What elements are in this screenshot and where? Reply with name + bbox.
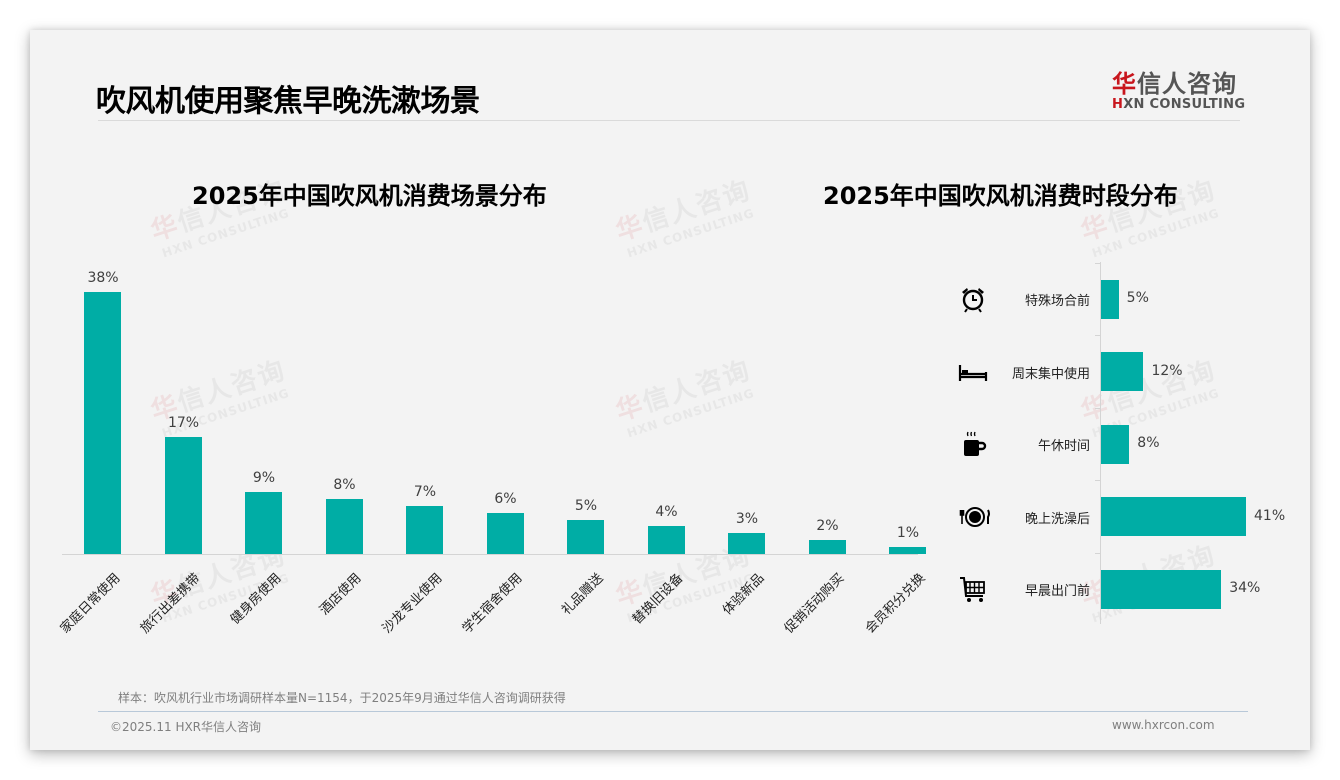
bar	[1101, 352, 1144, 391]
right-chart-title: 2025年中国吹风机消费时段分布	[823, 182, 1178, 210]
bar-value-label: 2%	[816, 518, 839, 535]
x-axis-line	[62, 554, 918, 555]
footer-divider	[98, 711, 1248, 712]
bar	[325, 498, 363, 554]
x-tick-label: 沙龙专业使用	[379, 570, 446, 637]
bar-value-label: 17%	[167, 414, 200, 431]
y-tick-label: 特殊场合前	[1024, 294, 1090, 309]
y-tick	[1095, 335, 1100, 337]
bar	[1101, 424, 1130, 464]
bar-value-label: 5%	[1126, 290, 1149, 306]
x-tick-label: 学生宿舍使用	[460, 570, 526, 637]
x-tick-label: 家庭日常使用	[57, 570, 124, 637]
bar-value-label: 1%	[896, 525, 920, 542]
y-tick	[1095, 480, 1100, 482]
bar-value-label: 41%	[1254, 507, 1286, 524]
x-tick-label: 体验新品	[720, 570, 768, 619]
bar-value-label: 9%	[252, 469, 276, 486]
logo-cn: 华信人咨询	[1112, 70, 1237, 98]
slide: 华信人咨询 HXN CONSULTING 华信人咨询 HXN CONSULTIN…	[30, 30, 1310, 750]
dinner-plate-icon	[958, 502, 990, 532]
bar	[808, 540, 846, 554]
bar	[486, 512, 524, 554]
bar-value-label: 7%	[413, 483, 437, 500]
y-tick	[1095, 407, 1100, 409]
y-axis-line	[1100, 262, 1101, 624]
y-tick-label: 周末集中使用	[1011, 366, 1090, 382]
bar	[647, 526, 685, 554]
logo-en: HXN CONSULTING	[1112, 97, 1246, 112]
bar	[164, 436, 202, 554]
bar-value-label: 4%	[655, 504, 678, 521]
bar	[1101, 569, 1222, 609]
bar-value-label: 6%	[494, 490, 517, 507]
bar-value-label: 12%	[1151, 362, 1183, 379]
bar	[1101, 497, 1246, 536]
sample-note: 样本：吹风机行业市场调研样本量N=1154，于2025年9月通过华信人咨询调研获…	[118, 691, 566, 705]
x-tick-label: 替换旧设备	[630, 570, 687, 628]
bed-icon	[958, 357, 988, 387]
x-tick-label: 礼品赠送	[559, 570, 607, 619]
bar	[567, 519, 604, 554]
bar-value-label: 8%	[333, 476, 356, 493]
bar-value-label: 34%	[1229, 580, 1261, 596]
bar-value-label: 38%	[87, 270, 119, 286]
bar	[1101, 279, 1119, 319]
y-tick-label: 早晨出门前	[1024, 584, 1090, 599]
x-tick-label: 旅行出差携带	[138, 570, 204, 637]
x-tick-label: 酒店使用	[317, 570, 365, 619]
alarm-clock-icon	[958, 284, 988, 314]
bar	[406, 505, 443, 554]
x-tick-label: 健身房使用	[227, 570, 285, 628]
copyright: ©2025.11 HXR华信人咨询	[110, 720, 262, 734]
title-divider	[98, 120, 1240, 121]
bar-value-label: 3%	[735, 511, 759, 528]
y-tick-label: 晚上洗澡后	[1024, 511, 1090, 527]
time-distribution-chart: 特殊场合前 5% 周末集中使用 12% 午休时间 8% 晚上洗澡后 41% 早晨出门前 34%	[940, 260, 1300, 660]
bar	[728, 533, 765, 554]
bar-value-label: 5%	[574, 497, 598, 514]
y-tick	[1095, 552, 1100, 554]
coffee-cup-icon	[958, 429, 988, 459]
shopping-cart-icon	[958, 574, 988, 604]
y-tick	[1095, 262, 1100, 264]
bar	[245, 491, 282, 554]
website-link[interactable]: www.hxrcon.com	[1112, 718, 1215, 732]
watermark: 华信人咨询 HXN CONSULTING	[612, 175, 757, 261]
y-tick-label: 午休时间	[1037, 439, 1090, 454]
bar	[889, 547, 926, 554]
brand-logo: 华信人咨询 HXN CONSULTING	[1112, 64, 1246, 112]
bar	[84, 292, 121, 554]
bar-value-label: 8%	[1137, 435, 1160, 451]
page-title: 吹风机使用聚焦早晚洗漱场景	[96, 84, 480, 119]
scene-distribution-chart: 38% 家庭日常使用 17% 旅行出差携带 9% 健身房使用 8% 酒店使用 7% 沙龙专业使用 6…	[58, 260, 950, 680]
x-tick-label: 促销活动购买	[782, 570, 848, 637]
left-chart-title: 2025年中国吹风机消费场景分布	[192, 182, 547, 210]
x-tick-label: 会员积分兑换	[862, 570, 929, 637]
